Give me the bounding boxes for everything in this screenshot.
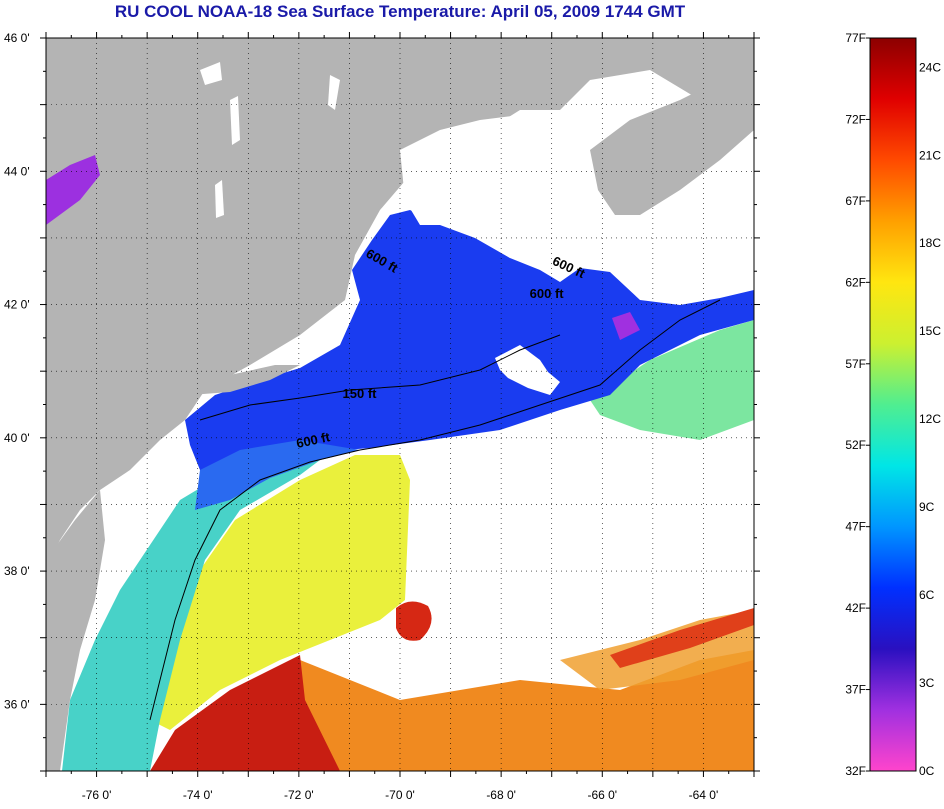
lake-4 <box>328 75 340 110</box>
colorbar-c-label: 6C <box>919 588 935 602</box>
lake-1 <box>200 62 222 85</box>
lat-tick-label: 36 0' <box>4 697 30 711</box>
axis-ticks: 46 0' 44 0' 42 0' 40 0' 38 0' 36 0' -76 0' -74 … <box>4 31 760 802</box>
colorbar <box>869 37 917 772</box>
lon-tick-label: -66 0' <box>587 788 617 802</box>
lon-tick-label: -76 0' <box>82 788 112 802</box>
contour-label: 150 ft <box>343 386 378 401</box>
lat-tick-label: 42 0' <box>4 298 30 312</box>
lake-3 <box>215 180 224 218</box>
colorbar-f-label: 47F <box>845 520 866 534</box>
colorbar-c-label: 24C <box>919 60 941 74</box>
colorbar-c-label: 0C <box>919 764 935 778</box>
lat-tick-label: 40 0' <box>4 431 30 445</box>
lon-tick-label: -64 0' <box>689 788 719 802</box>
lon-tick-label: -74 0' <box>183 788 213 802</box>
lon-tick-label: -72 0' <box>284 788 314 802</box>
colorbar-f-label: 77F <box>845 31 866 45</box>
map-area[interactable] <box>46 38 754 771</box>
sst-orange-region <box>300 650 754 771</box>
contour-600ft <box>149 299 721 721</box>
sst-blue-shelf <box>195 440 360 510</box>
colorbar-f-label: 72F <box>845 112 866 126</box>
land-nova-scotia <box>590 70 754 215</box>
lat-tick-label: 38 0' <box>4 564 30 578</box>
sst-warm-eddy <box>396 601 432 641</box>
contour-150ft <box>199 334 561 421</box>
lake-2 <box>230 96 240 145</box>
lat-tick-label: 46 0' <box>4 31 30 45</box>
colorbar-f-label: 32F <box>845 764 866 778</box>
land-mainland <box>46 38 754 560</box>
sst-green-east <box>590 320 754 440</box>
sst-yellow-region <box>150 455 410 730</box>
colorbar-f-label: 67F <box>845 194 866 208</box>
contour-label: 600 ft <box>295 429 332 451</box>
colorbar-c-label: 9C <box>919 500 935 514</box>
map-title: RU COOL NOAA-18 Sea Surface Temperature:… <box>114 2 686 21</box>
colorbar-f-label: 57F <box>845 357 866 371</box>
lon-tick-label: -68 0' <box>486 788 516 802</box>
sst-gulf-stream <box>150 655 340 771</box>
colorbar-c-label: 15C <box>919 324 941 338</box>
cloud-cape-cod <box>495 345 560 395</box>
sst-cyan-region <box>62 445 340 771</box>
colorbar-f-label: 42F <box>845 601 866 615</box>
sst-purple-east <box>612 312 640 340</box>
colorbar-f-label: 62F <box>845 275 866 289</box>
cloud-gulf-maine <box>400 115 590 258</box>
land-long-island <box>190 365 300 395</box>
colorbar-f-label: 37F <box>845 683 866 697</box>
colorbar-c-label: 18C <box>919 236 941 250</box>
lon-tick-label: -70 0' <box>385 788 415 802</box>
contour-label: 600 ft <box>530 286 565 301</box>
map-grid <box>46 38 754 771</box>
colorbar-c-label: 21C <box>919 148 941 162</box>
colorbar-labels: 77F 72F 67F 62F 57F 52F 47F 42F 37F 32F 24C 21C 18C 1… <box>845 31 941 778</box>
colorbar-c-label: 12C <box>919 412 941 426</box>
sst-purple-west <box>46 155 100 225</box>
sst-blue-region <box>185 210 754 480</box>
colorbar-c-label: 3C <box>919 676 935 690</box>
land-delmarva <box>46 490 105 771</box>
colorbar-f-label: 52F <box>845 438 866 452</box>
lat-tick-label: 44 0' <box>4 164 30 178</box>
